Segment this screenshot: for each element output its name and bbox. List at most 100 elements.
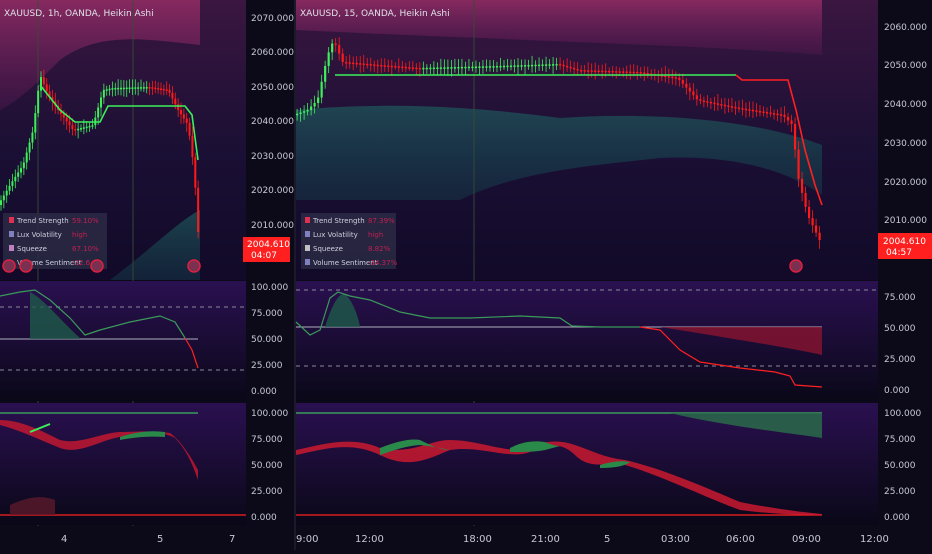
candle-body xyxy=(551,64,555,66)
right-dashboard: Trend Strength 87.39% Lux Volatility hig… xyxy=(301,213,398,269)
candle-body xyxy=(404,66,407,69)
candle-body xyxy=(758,110,762,113)
candle-body xyxy=(439,67,442,69)
candle-body xyxy=(450,67,453,69)
candle-body xyxy=(699,99,702,101)
candle-body xyxy=(429,67,432,70)
candle-body xyxy=(576,68,579,71)
left-osc2-axis[interactable] xyxy=(246,403,294,525)
candle-body xyxy=(108,88,111,91)
left-osc-fill xyxy=(30,292,80,339)
candle-body xyxy=(523,65,527,67)
candle-body xyxy=(464,66,467,69)
right-osc2-axis[interactable] xyxy=(878,403,932,525)
signal-marker-icon[interactable] xyxy=(187,259,201,273)
candle-body xyxy=(188,122,191,136)
candle-body xyxy=(140,87,142,89)
left-osc1-axis[interactable] xyxy=(246,281,294,401)
left-signal-markers xyxy=(2,259,201,273)
left-chart[interactable]: Trend Strength 59.10% Lux Volatility hig… xyxy=(0,0,294,550)
candle-body xyxy=(42,77,45,85)
dashboard-value: high xyxy=(72,231,87,239)
candle-body xyxy=(548,64,551,66)
left-price-tick: 2020.000 xyxy=(251,186,294,196)
candle-body xyxy=(68,121,71,126)
candle-body xyxy=(506,65,509,68)
right-osc2-wave-green xyxy=(600,461,630,468)
candle-body xyxy=(727,105,730,107)
candle-body xyxy=(71,125,74,130)
osc-tick: 0.000 xyxy=(251,387,277,397)
candle-body xyxy=(516,65,520,67)
candle-body xyxy=(11,181,14,186)
osc-tick: 100.000 xyxy=(884,409,921,419)
left-osc2-volume xyxy=(10,497,55,515)
candle-body xyxy=(615,71,618,73)
left-price-axis[interactable] xyxy=(246,0,294,280)
signal-marker-icon[interactable] xyxy=(90,259,104,273)
candle-body xyxy=(734,106,737,109)
signal-marker-icon[interactable] xyxy=(789,259,803,273)
candle-body xyxy=(197,187,200,232)
candle-body xyxy=(467,66,471,69)
candle-body xyxy=(660,75,663,77)
candle-body xyxy=(397,66,400,68)
candle-body xyxy=(762,111,765,113)
candle-body xyxy=(122,87,125,90)
candle-body xyxy=(355,62,358,65)
candle-body xyxy=(114,87,117,90)
dashboard-value: -34.37% xyxy=(368,259,398,267)
signal-marker-icon[interactable] xyxy=(19,259,33,273)
candle-body xyxy=(303,111,306,113)
candle-body xyxy=(100,97,102,108)
osc-tick: 100.000 xyxy=(251,283,288,293)
right-osc-fill xyxy=(325,293,360,327)
candle-body xyxy=(91,125,94,127)
osc-tick: 100.000 xyxy=(251,409,288,419)
left-price-tick: 2060.000 xyxy=(251,48,294,58)
right-time-axis[interactable] xyxy=(296,526,932,550)
candle-body xyxy=(783,114,786,117)
right-chart[interactable]: Trend Strength 87.39% Lux Volatility hig… xyxy=(295,0,932,550)
candle-body xyxy=(664,75,667,78)
flame-icon xyxy=(9,217,14,223)
candle-body xyxy=(142,87,145,89)
candle-body xyxy=(562,64,565,67)
candle-body xyxy=(811,218,814,226)
osc-tick: 75.000 xyxy=(884,293,916,303)
candle-body xyxy=(692,91,695,96)
right-osc1-axis[interactable] xyxy=(878,281,932,401)
candle-body xyxy=(373,64,376,66)
right-price-tick: 2060.000 xyxy=(884,23,927,33)
left-time-axis[interactable] xyxy=(0,526,246,550)
signal-marker-icon[interactable] xyxy=(2,259,16,273)
candle-body xyxy=(390,65,393,68)
dashboard-label: Squeeze xyxy=(313,245,343,253)
chart-divider[interactable] xyxy=(294,0,296,550)
candle-body xyxy=(685,83,688,88)
right-lower-band xyxy=(296,105,822,200)
candle-body xyxy=(117,87,120,90)
candle-body xyxy=(643,72,646,74)
candle-body xyxy=(422,67,425,70)
candle-body xyxy=(88,125,91,128)
candle-body xyxy=(352,62,355,65)
right-time-tick: 5 xyxy=(604,534,610,545)
candle-body xyxy=(460,66,464,69)
candle-body xyxy=(481,66,485,68)
candle-body xyxy=(341,53,344,63)
candle-body xyxy=(185,118,188,123)
left-price-tick: 2030.000 xyxy=(251,152,294,162)
candle-body xyxy=(74,129,77,131)
candle-body xyxy=(566,65,569,68)
candle-body xyxy=(769,112,772,115)
squeeze-icon xyxy=(9,245,14,251)
candle-body xyxy=(327,52,330,66)
right-time-tick: 9:00 xyxy=(296,534,318,545)
candle-body xyxy=(317,97,320,103)
candle-body xyxy=(457,66,460,69)
right-upper-band xyxy=(296,0,822,55)
candle-body xyxy=(741,108,744,110)
candle-body xyxy=(415,67,418,70)
candle-body xyxy=(22,162,25,169)
